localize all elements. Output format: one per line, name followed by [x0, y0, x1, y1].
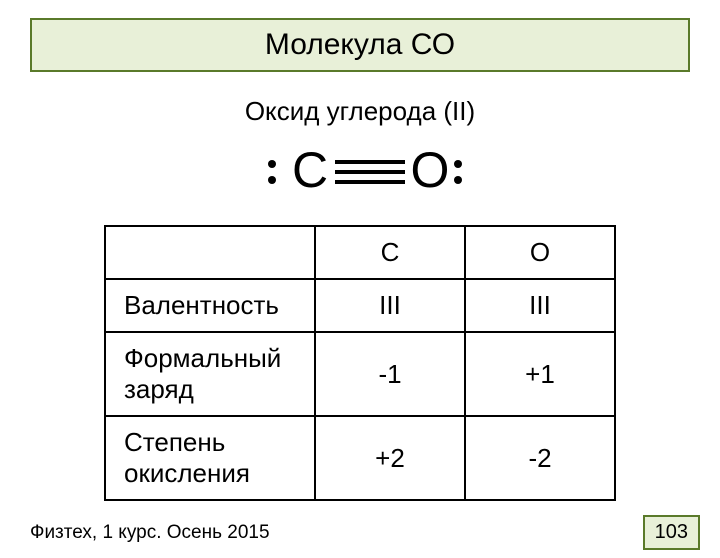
table-cell: +2 — [315, 416, 465, 500]
table-header-row: С О — [105, 226, 615, 279]
table-cell: III — [465, 279, 615, 332]
table-row: Формальный заряд -1 +1 — [105, 332, 615, 416]
title-box: Молекула СО — [30, 18, 690, 72]
table-row: Степень окисления +2 -2 — [105, 416, 615, 500]
table-row: Валентность III III — [105, 279, 615, 332]
table-row-label: Валентность — [105, 279, 315, 332]
table-row-label: Степень окисления — [105, 416, 315, 500]
lewis-left-atom: C — [292, 142, 328, 198]
lewis-svg: C O — [240, 137, 480, 207]
table-corner-cell — [105, 226, 315, 279]
table-row-label: Формальный заряд — [105, 332, 315, 416]
table-cell: +1 — [465, 332, 615, 416]
table-cell: -1 — [315, 332, 465, 416]
page-title: Молекула СО — [265, 28, 455, 61]
table-cell: III — [315, 279, 465, 332]
table-col-header: С — [315, 226, 465, 279]
properties-table: С О Валентность III III Формальный заряд… — [104, 225, 616, 501]
table-cell: -2 — [465, 416, 615, 500]
page-number: 103 — [643, 515, 700, 550]
lewis-right-atom: O — [411, 142, 450, 198]
lewis-structure: C O — [0, 137, 720, 207]
table-col-header: О — [465, 226, 615, 279]
footer-text: Физтех, 1 курс. Осень 2015 — [30, 522, 270, 544]
subtitle: Оксид углерода (II) — [0, 96, 720, 127]
